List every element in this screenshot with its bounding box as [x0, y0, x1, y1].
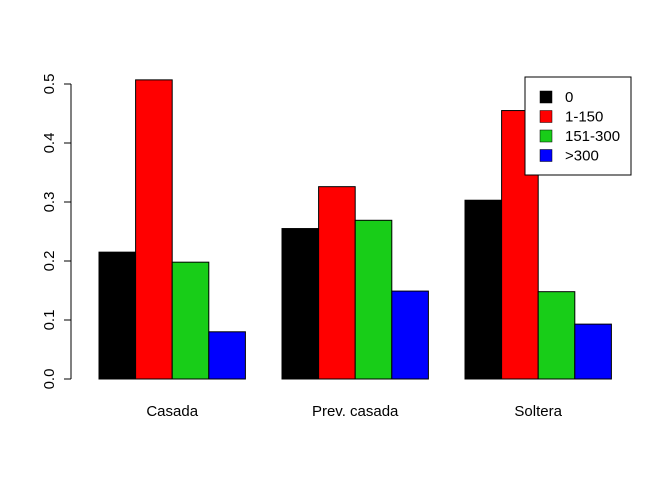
bar-1-0 — [281, 228, 320, 380]
legend-label: >300 — [565, 148, 599, 165]
bar-2-3 — [574, 323, 612, 380]
bars — [98, 79, 612, 380]
x-tick-label: Prev. casada — [312, 403, 399, 420]
legend-swatch — [539, 110, 553, 123]
y-tick-label: 0.1 — [41, 310, 58, 331]
legend-label: 151-300 — [565, 128, 620, 145]
bar-2-2 — [537, 291, 576, 380]
y-tick-label: 0.0 — [41, 369, 58, 390]
bar-1-3 — [391, 290, 429, 380]
legend-label: 0 — [565, 89, 573, 106]
bar-1-2 — [354, 219, 393, 380]
bar-0-2 — [171, 261, 210, 380]
bar-0-0 — [98, 251, 137, 380]
bar-2-0 — [464, 199, 503, 380]
legend-swatch — [539, 90, 553, 104]
bar-0-3 — [208, 331, 246, 380]
legend-swatch — [539, 149, 553, 162]
bar-0-1 — [135, 79, 173, 380]
y-tick-label: 0.4 — [41, 133, 58, 154]
legend-swatch — [539, 129, 553, 143]
y-tick-label: 0.3 — [41, 192, 58, 213]
x-tick-label: Casada — [146, 403, 198, 420]
y-axis: 0.0 0.1 0.2 0.3 0.4 0.5 — [41, 74, 72, 390]
y-tick-label: 0.5 — [41, 74, 58, 95]
x-tick-label: Soltera — [514, 403, 562, 420]
y-tick-label: 0.2 — [41, 251, 58, 272]
legend-label: 1-150 — [565, 109, 603, 126]
x-axis-labels: Casada Prev. casada Soltera — [146, 403, 562, 420]
bar-1-1 — [318, 186, 356, 380]
legend: 0 1-150 151-300 >300 — [524, 76, 632, 176]
